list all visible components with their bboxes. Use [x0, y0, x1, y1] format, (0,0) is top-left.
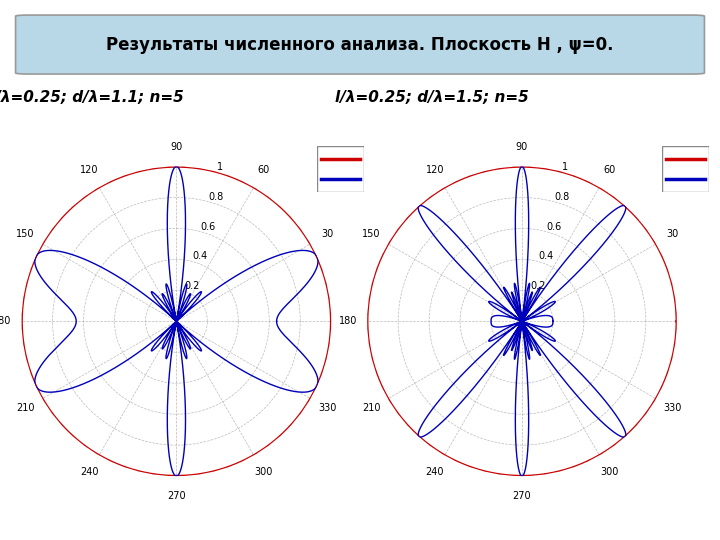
Text: Результаты численного анализа. Плоскость Н , ψ=0.: Результаты численного анализа. Плоскость…: [107, 36, 613, 53]
Text: l/λ=0.25; d/λ=1.5; n=5: l/λ=0.25; d/λ=1.5; n=5: [335, 90, 529, 105]
FancyBboxPatch shape: [16, 15, 704, 74]
FancyBboxPatch shape: [317, 146, 364, 192]
Text: l/λ=0.25; d/λ=1.1; n=5: l/λ=0.25; d/λ=1.1; n=5: [0, 90, 184, 105]
FancyBboxPatch shape: [662, 146, 709, 192]
